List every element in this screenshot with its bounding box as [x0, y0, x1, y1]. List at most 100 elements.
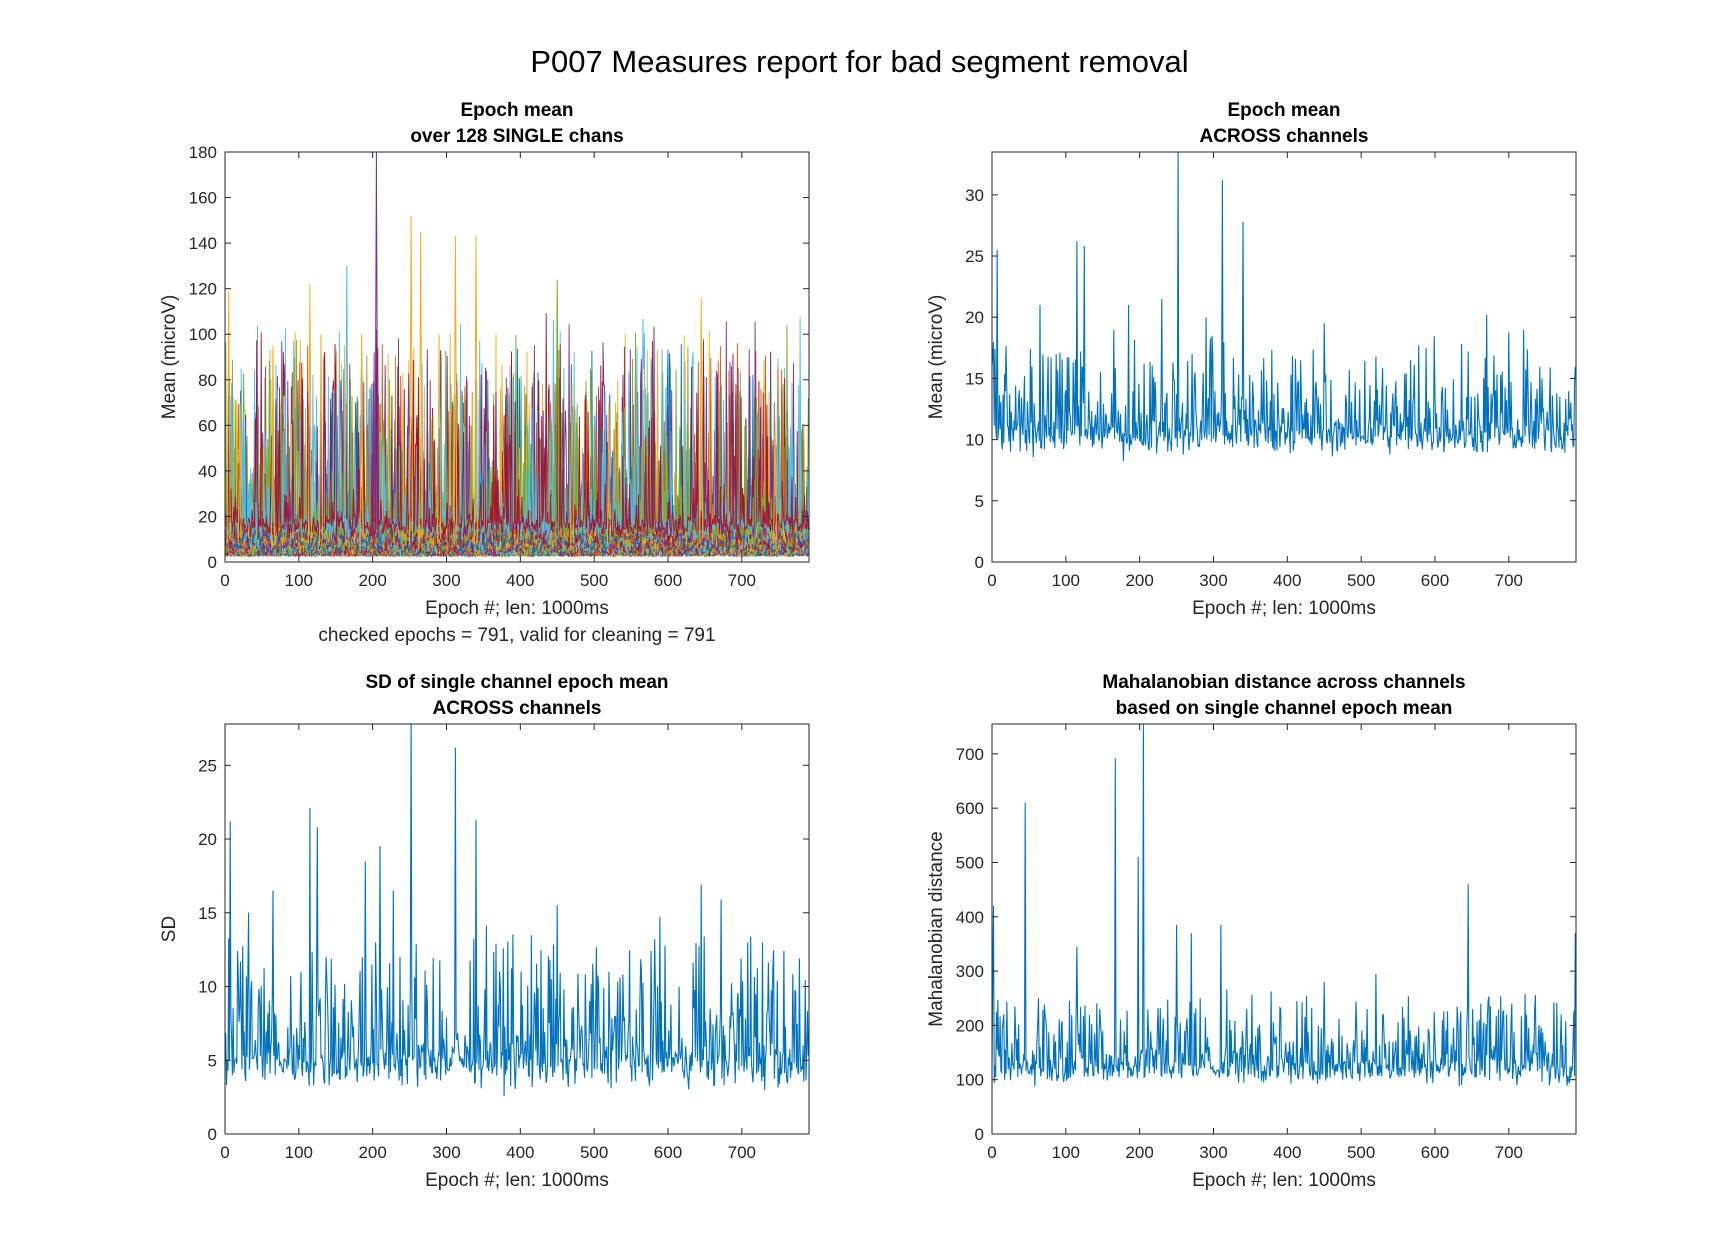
chart-title: SD of single channel epoch mean	[365, 672, 668, 693]
peak-spike	[754, 397, 759, 544]
y-tick-label: 20	[198, 507, 217, 526]
y-axis-label: Mean (microV)	[159, 295, 180, 420]
y-tick-label: 0	[208, 553, 217, 572]
x-tick-label: 200	[358, 1143, 386, 1162]
peak-spike	[555, 279, 560, 544]
y-tick-label: 700	[956, 745, 984, 764]
y-tick-label: 10	[965, 431, 984, 450]
y-tick-label: 100	[189, 325, 217, 344]
chart-subtitle: ACROSS channels	[1200, 126, 1369, 147]
chart-subtitle: ACROSS channels	[433, 698, 602, 719]
x-tick-label: 100	[285, 571, 313, 590]
y-tick-label: 180	[189, 143, 217, 162]
y-tick-label: 300	[956, 962, 984, 981]
x-tick-label: 600	[654, 1143, 682, 1162]
x-axis-note: checked epochs = 791, valid for cleaning…	[318, 625, 715, 646]
x-tick-label: 100	[285, 1143, 313, 1162]
y-tick-label: 160	[189, 189, 217, 208]
y-tick-label: 140	[189, 234, 217, 253]
x-tick-label: 100	[1052, 1143, 1080, 1162]
chart-panel-4: 0 100 200 300 400 500 600 700 0 100 200 300 400 500 60…	[926, 672, 1577, 1191]
peak-spike	[237, 402, 242, 544]
y-tick-label: 15	[965, 369, 984, 388]
x-tick-label: 700	[1495, 571, 1523, 590]
axes-box	[991, 151, 1577, 563]
peak-spike	[344, 265, 349, 544]
x-tick-label: 300	[1199, 1143, 1227, 1162]
plot-area	[992, 152, 1576, 562]
y-tick-label: 0	[975, 1125, 984, 1144]
x-tick-label: 400	[1273, 1143, 1301, 1162]
peak-spike	[374, 152, 379, 544]
x-axis-label: Epoch #; len: 1000ms	[1192, 598, 1376, 619]
x-axis-label: Epoch #; len: 1000ms	[1192, 1170, 1376, 1191]
chart-title: Mahalanobian distance across channels	[1102, 672, 1465, 693]
x-tick-label: 0	[220, 571, 229, 590]
series-line	[992, 152, 1576, 462]
chart-panel-2: 0 100 200 300 400 500 600 700 0 5 10 15 20 25 30 Epoch …	[926, 100, 1577, 619]
x-tick-label: 0	[220, 1143, 229, 1162]
x-tick-label: 400	[506, 1143, 534, 1162]
x-axis-label: Epoch #; len: 1000ms	[425, 1170, 609, 1191]
x-tick-label: 500	[1347, 1143, 1375, 1162]
x-tick-label: 700	[1495, 1143, 1523, 1162]
y-tick-label: 200	[956, 1016, 984, 1035]
x-tick-label: 400	[506, 571, 534, 590]
peak-spike	[699, 297, 704, 544]
y-tick-label: 5	[208, 1051, 217, 1070]
peak-spike	[773, 420, 777, 544]
y-tick-label: 15	[198, 904, 217, 923]
x-tick-label: 500	[580, 1143, 608, 1162]
x-tick-label: 700	[728, 1143, 756, 1162]
axes-box	[991, 723, 1577, 1135]
peak-spike	[359, 334, 364, 544]
x-tick-label: 0	[987, 1143, 996, 1162]
chart-title: Epoch mean	[1228, 100, 1341, 121]
peak-spike	[307, 284, 312, 544]
x-tick-label: 700	[728, 571, 756, 590]
y-tick-label: 60	[198, 416, 217, 435]
y-tick-label: 400	[956, 908, 984, 927]
x-tick-label: 600	[1421, 571, 1449, 590]
chart-panel-3: 0 100 200 300 400 500 600 700 0 5 10 15 20 25 SD of si…	[159, 672, 810, 1191]
x-tick-label: 200	[1125, 1143, 1153, 1162]
y-axis-label: SD	[159, 916, 180, 942]
chart-subtitle: over 128 SINGLE chans	[410, 126, 623, 147]
chart-subtitle: based on single channel epoch mean	[1116, 698, 1453, 719]
y-tick-label: 80	[198, 371, 217, 390]
figure-title: P007 Measures report for bad segment rem…	[530, 44, 1189, 79]
x-tick-label: 400	[1273, 571, 1301, 590]
y-tick-label: 20	[965, 308, 984, 327]
peak-spike	[453, 236, 458, 544]
channel-line	[225, 526, 809, 558]
axes-box	[224, 723, 810, 1135]
series-line	[225, 724, 809, 1097]
y-tick-label: 5	[975, 492, 984, 511]
peak-spike	[409, 215, 414, 544]
peak-spike	[271, 345, 275, 544]
y-axis-label: Mean (microV)	[926, 295, 947, 420]
peak-spike	[319, 334, 323, 544]
peak-spike	[570, 384, 574, 544]
x-tick-label: 100	[1052, 571, 1080, 590]
y-axis-label: Mahalanobian distance	[926, 831, 947, 1026]
x-tick-label: 200	[1125, 571, 1153, 590]
x-tick-label: 500	[1347, 571, 1375, 590]
y-tick-label: 40	[198, 462, 217, 481]
peak-spike	[437, 334, 442, 544]
y-tick-label: 30	[965, 186, 984, 205]
x-tick-label: 600	[654, 571, 682, 590]
chart-title: Epoch mean	[461, 100, 574, 121]
x-tick-label: 300	[1199, 571, 1227, 590]
peak-spike	[606, 402, 611, 544]
y-tick-label: 100	[956, 1071, 984, 1090]
y-tick-label: 600	[956, 799, 984, 818]
y-tick-label: 500	[956, 853, 984, 872]
x-tick-label: 300	[432, 1143, 460, 1162]
y-tick-label: 25	[965, 247, 984, 266]
peak-spike	[418, 231, 423, 544]
peak-spike	[474, 236, 478, 544]
series-line	[992, 724, 1576, 1087]
